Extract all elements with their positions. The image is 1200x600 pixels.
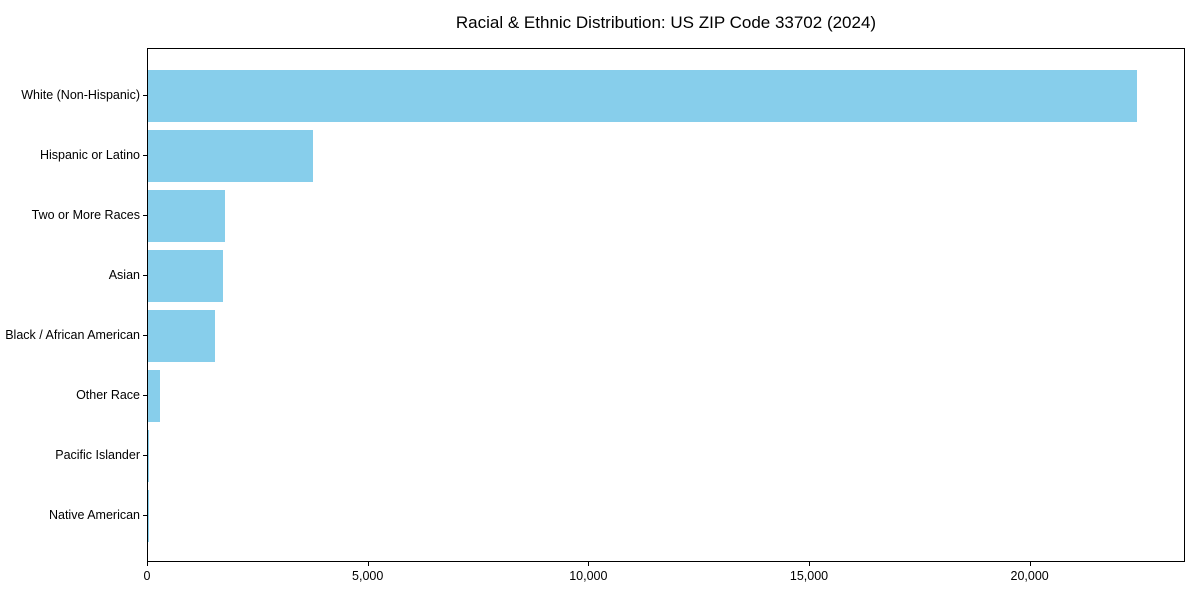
chart-title: Racial & Ethnic Distribution: US ZIP Cod… bbox=[455, 13, 877, 32]
x-axis-label: 10,000 bbox=[569, 569, 608, 583]
y-axis-label: Hispanic or Latino bbox=[39, 148, 140, 162]
plot-area bbox=[147, 48, 1185, 562]
y-axis-label: Two or More Races bbox=[31, 208, 140, 222]
y-tick-mark bbox=[143, 215, 147, 216]
y-axis-label: Native American bbox=[48, 508, 140, 522]
x-tick-mark bbox=[588, 562, 590, 566]
x-axis-label: 5,000 bbox=[352, 569, 384, 583]
x-axis-label: 0 bbox=[143, 569, 151, 583]
bar-pacific-islander bbox=[148, 430, 150, 482]
x-tick-mark bbox=[367, 562, 369, 566]
y-tick-mark bbox=[143, 335, 147, 336]
bar-asian bbox=[148, 250, 224, 302]
x-tick-mark bbox=[808, 562, 810, 566]
y-axis-label: White (Non-Hispanic) bbox=[21, 88, 140, 102]
y-tick-mark bbox=[143, 455, 147, 456]
y-tick-mark bbox=[143, 395, 147, 396]
bar-two-or-more-races bbox=[148, 190, 225, 242]
bar-white-non-hispanic bbox=[148, 70, 1137, 122]
y-tick-mark bbox=[143, 95, 147, 96]
y-tick-mark bbox=[143, 275, 147, 276]
x-axis-label: 15,000 bbox=[789, 569, 829, 583]
y-tick-mark bbox=[143, 155, 147, 156]
bar-black-african-american bbox=[148, 310, 216, 362]
x-tick-mark bbox=[147, 562, 148, 566]
x-axis-label: 20,000 bbox=[1010, 569, 1049, 583]
bar-other-race bbox=[148, 370, 160, 422]
x-tick-mark bbox=[1029, 562, 1031, 566]
y-axis-label: Asian bbox=[108, 268, 140, 282]
y-axis-label: Black / African American bbox=[5, 328, 140, 342]
y-axis-label: Pacific Islander bbox=[55, 448, 140, 462]
bar-hispanic-or-latino bbox=[148, 130, 313, 182]
y-axis-label: Other Race bbox=[76, 388, 140, 402]
y-tick-mark bbox=[143, 515, 147, 516]
